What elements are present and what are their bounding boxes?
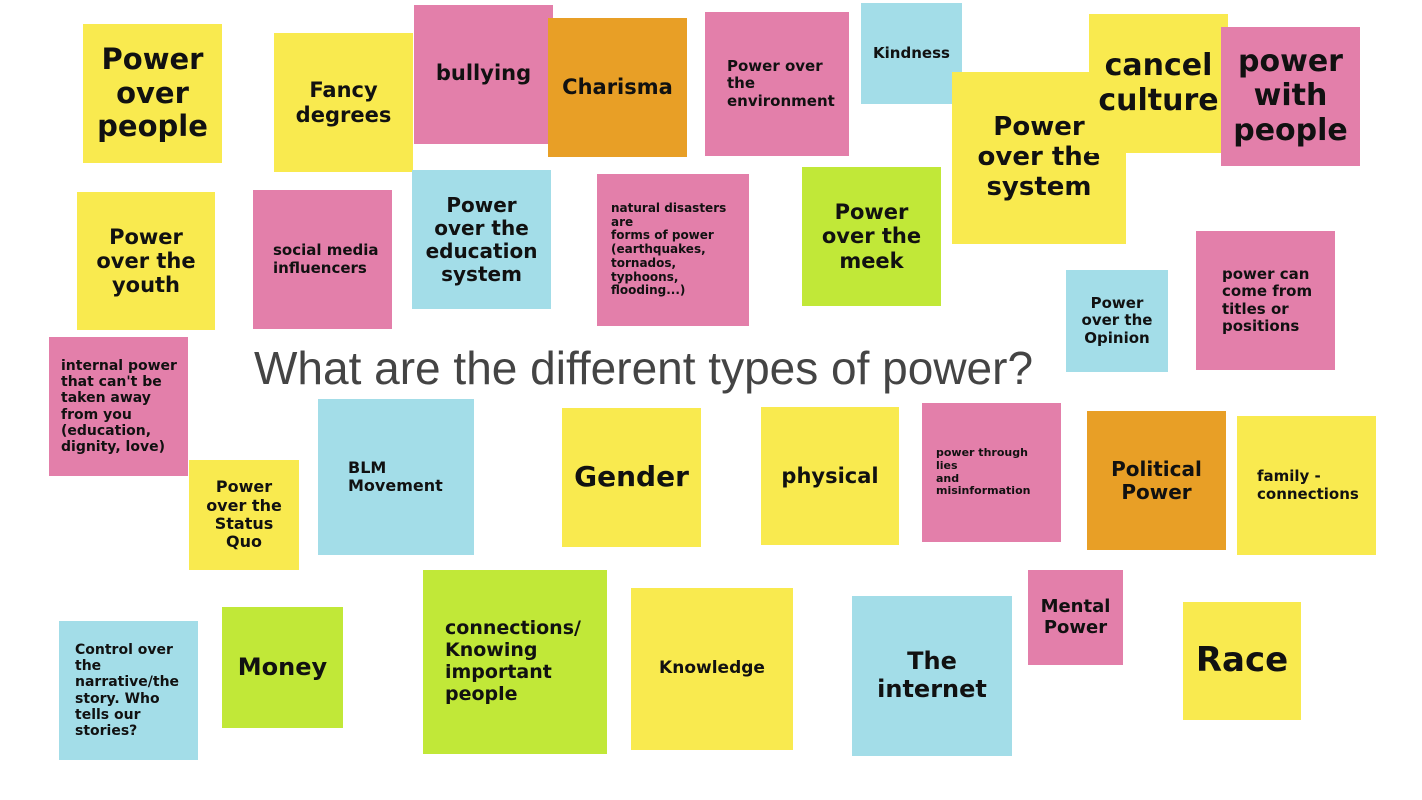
- sticky-note-text: Gender: [574, 460, 689, 494]
- sticky-note[interactable]: Power over people: [83, 24, 222, 163]
- sticky-note[interactable]: family - connections: [1237, 416, 1376, 555]
- sticky-note-text: Political Power: [1111, 456, 1202, 504]
- sticky-note-text: Power over the education system: [425, 192, 538, 286]
- sticky-note[interactable]: Power over the education system: [412, 170, 551, 309]
- sticky-note-text: power can come from titles or positions: [1222, 265, 1313, 335]
- sticky-note-text: family - connections: [1257, 467, 1359, 503]
- sticky-note[interactable]: bullying: [414, 5, 553, 144]
- sticky-note-text: Power over the system: [977, 112, 1101, 202]
- sticky-note[interactable]: Power over the Opinion: [1066, 270, 1168, 372]
- sticky-note-text: Control over the narrative/the story. Wh…: [75, 642, 180, 739]
- sticky-note[interactable]: power can come from titles or positions: [1196, 231, 1335, 370]
- sticky-note-text: power with people: [1233, 43, 1348, 148]
- sticky-note[interactable]: internal power that can't be taken away …: [49, 337, 188, 476]
- sticky-note[interactable]: Mental Power: [1028, 570, 1123, 665]
- sticky-note[interactable]: cancel culture: [1089, 14, 1228, 153]
- sticky-note-text: Charisma: [562, 75, 673, 100]
- sticky-note-text: cancel culture: [1098, 48, 1219, 118]
- sticky-note[interactable]: natural disasters are forms of power (ea…: [597, 174, 749, 326]
- sticky-note[interactable]: physical: [761, 407, 899, 545]
- sticky-note[interactable]: The internet: [852, 596, 1012, 756]
- sticky-note[interactable]: social media influencers: [253, 190, 392, 329]
- sticky-note-text: BLM Movement: [348, 457, 443, 495]
- sticky-note[interactable]: Political Power: [1087, 411, 1226, 550]
- sticky-note-text: Power over the Opinion: [1081, 294, 1153, 347]
- sticky-note-text: Race: [1195, 640, 1289, 681]
- sticky-note-text: power through lies and misinformation: [936, 446, 1031, 498]
- board-title: What are the different types of power?: [254, 342, 1034, 394]
- sticky-note[interactable]: BLM Movement: [318, 399, 474, 555]
- sticky-note-text: The internet: [877, 647, 987, 703]
- sticky-note[interactable]: Charisma: [548, 18, 687, 157]
- sticky-note[interactable]: Race: [1183, 602, 1301, 720]
- sticky-note-text: Power over people: [97, 42, 208, 144]
- sticky-note[interactable]: Power over the environment: [705, 12, 849, 156]
- sticky-note[interactable]: Kindness: [861, 3, 962, 104]
- sticky-note[interactable]: Money: [222, 607, 343, 728]
- sticky-note-text: physical: [781, 463, 879, 488]
- sticky-note-text: social media influencers: [273, 241, 379, 277]
- sticky-note[interactable]: Knowledge: [631, 588, 793, 750]
- sticky-note-text: Money: [237, 652, 328, 681]
- sticky-note-text: Power over the environment: [727, 57, 835, 110]
- sticky-note-text: connections/ Knowing important people: [445, 617, 581, 705]
- sticky-note[interactable]: connections/ Knowing important people: [423, 570, 607, 754]
- sticky-note[interactable]: power with people: [1221, 27, 1360, 166]
- sticky-note[interactable]: Power over the Status Quo: [189, 460, 299, 570]
- sticky-note-text: Power over the Status Quo: [206, 477, 282, 552]
- sticky-note[interactable]: Power over the meek: [802, 167, 941, 306]
- sticky-note[interactable]: Control over the narrative/the story. Wh…: [59, 621, 198, 760]
- sticky-note[interactable]: Gender: [562, 408, 701, 547]
- sticky-note-text: bullying: [435, 61, 532, 85]
- sticky-note-text: Knowledge: [659, 658, 765, 679]
- sticky-note[interactable]: Fancy degrees: [274, 33, 413, 172]
- sticky-note-text: natural disasters are forms of power (ea…: [611, 200, 727, 298]
- sticky-note-text: Power over the youth: [96, 224, 196, 298]
- sticky-note-text: Power over the meek: [821, 200, 922, 273]
- sticky-note-text: Fancy degrees: [295, 78, 392, 127]
- sticky-note[interactable]: power through lies and misinformation: [922, 403, 1061, 542]
- sticky-note-text: Kindness: [873, 43, 950, 62]
- sticky-note-text: Mental Power: [1040, 595, 1111, 638]
- sticky-note-text: internal power that can't be taken away …: [61, 358, 177, 455]
- sticky-note[interactable]: Power over the youth: [77, 192, 215, 330]
